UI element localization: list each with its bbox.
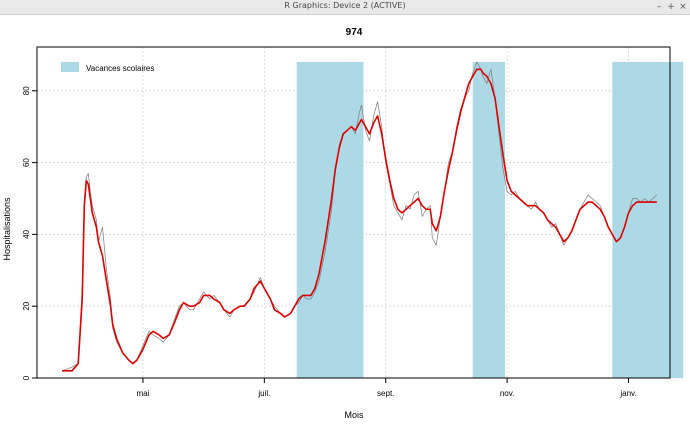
window-title: R Graphics: Device 2 (ACTIVE)	[284, 1, 406, 10]
y-tick-label-1: 20	[22, 301, 31, 310]
minimize-button[interactable]: –	[656, 2, 662, 12]
graphics-canvas: 0 20 40 60 80 mai juil. sept. nov. janv. 974 Mois…	[0, 15, 690, 431]
legend-swatch	[61, 62, 79, 72]
y-tick-label-2: 40	[22, 229, 31, 238]
chart-svg: 0 20 40 60 80 mai juil. sept. nov. janv. 974 Mois…	[2, 27, 684, 420]
x-tick-label-2: sept.	[377, 389, 394, 398]
x-axis-label: Mois	[344, 410, 364, 420]
x-tick-label-0: mai	[136, 389, 149, 398]
window-titlebar: R Graphics: Device 2 (ACTIVE) – + ×	[0, 0, 690, 15]
x-tick-label-3: nov.	[500, 389, 515, 398]
chart-title: 974	[346, 27, 363, 38]
y-axis-label: Hospitalisations	[2, 197, 12, 261]
smoothed-series-line	[62, 68, 657, 372]
legend-label: Vacances scolaires	[86, 64, 154, 73]
maximize-button[interactable]: +	[667, 2, 675, 12]
x-tick-label-4: janv.	[619, 389, 636, 398]
series-lines	[61, 61, 658, 372]
vacances-bands	[296, 62, 684, 378]
legend: Vacances scolaires	[61, 62, 154, 73]
plot-frame	[36, 46, 671, 379]
vacances-band-2	[612, 62, 684, 378]
y-tick-label-4: 80	[22, 86, 31, 95]
raw-series-line	[61, 61, 658, 372]
x-tick-label-1: juil.	[257, 389, 270, 398]
close-button[interactable]: ×	[679, 2, 687, 12]
y-tick-label-3: 60	[22, 158, 31, 167]
vacances-band-1	[472, 62, 506, 378]
axes: 0 20 40 60 80 mai juil. sept. nov. janv.	[22, 86, 637, 398]
y-tick-label-0: 0	[22, 375, 31, 380]
